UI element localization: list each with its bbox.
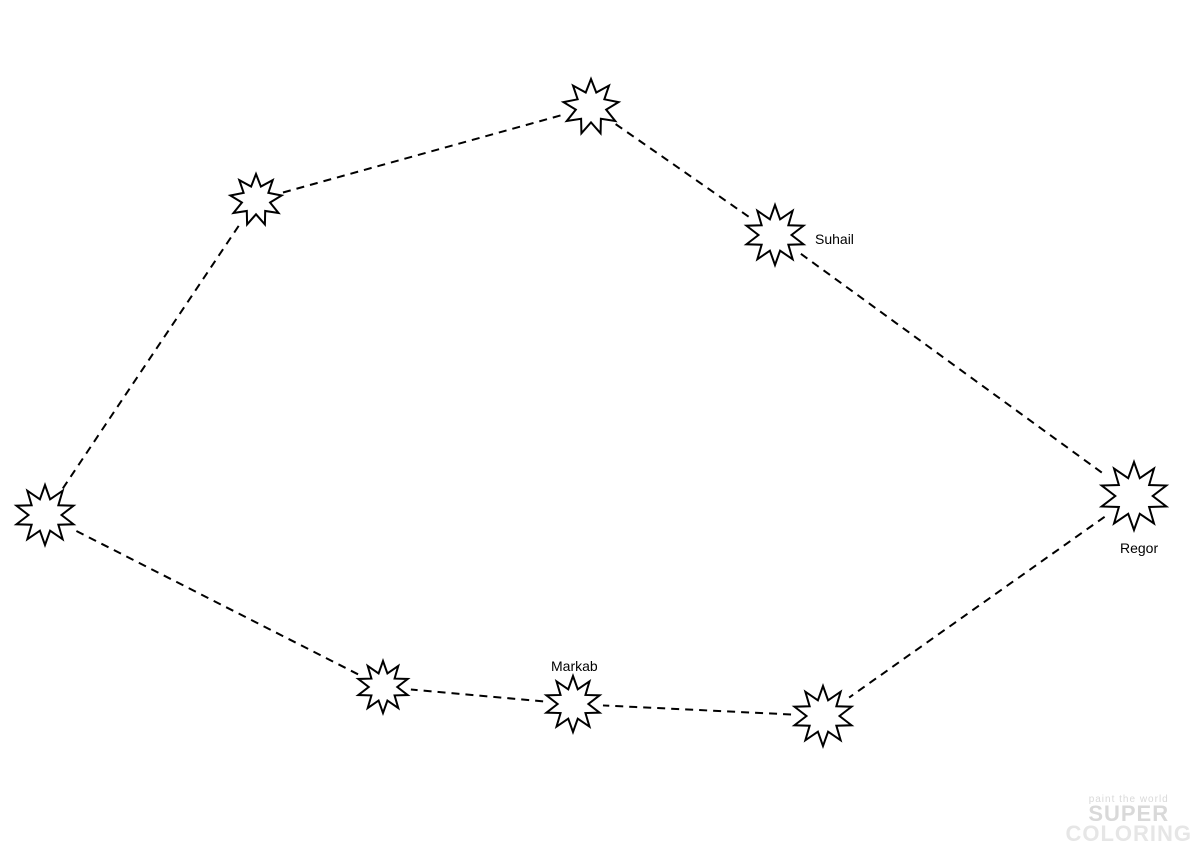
edge-top-suhail bbox=[616, 124, 749, 217]
star-lower-right bbox=[794, 686, 851, 746]
star-suhail bbox=[746, 205, 803, 265]
constellation-canvas bbox=[0, 0, 1200, 848]
star-left bbox=[16, 485, 73, 545]
star-regor bbox=[1102, 462, 1167, 530]
star-label-regor: Regor bbox=[1120, 540, 1158, 556]
watermark-main: SUPER COLORING bbox=[1065, 804, 1192, 844]
edge-suhail-regor bbox=[801, 254, 1105, 475]
stars-layer bbox=[16, 79, 1166, 746]
edge-lower-left-left bbox=[74, 530, 359, 675]
star-lower-left bbox=[358, 661, 407, 713]
star-upper-left bbox=[230, 174, 281, 224]
edge-upper-left-top bbox=[283, 115, 562, 192]
edge-lower-right-markab bbox=[603, 705, 791, 714]
edge-regor-lower-right bbox=[849, 517, 1104, 698]
watermark-word-2: COLORING bbox=[1065, 821, 1192, 846]
star-label-markab: Markab bbox=[551, 658, 598, 674]
watermark: paint the world SUPER COLORING bbox=[1065, 795, 1192, 844]
star-markab bbox=[546, 676, 599, 732]
edge-left-upper-left bbox=[63, 223, 241, 488]
star-label-suhail: Suhail bbox=[815, 231, 854, 247]
edge-markab-lower-left bbox=[411, 689, 543, 701]
star-top bbox=[563, 79, 618, 133]
edges-layer bbox=[63, 115, 1105, 714]
